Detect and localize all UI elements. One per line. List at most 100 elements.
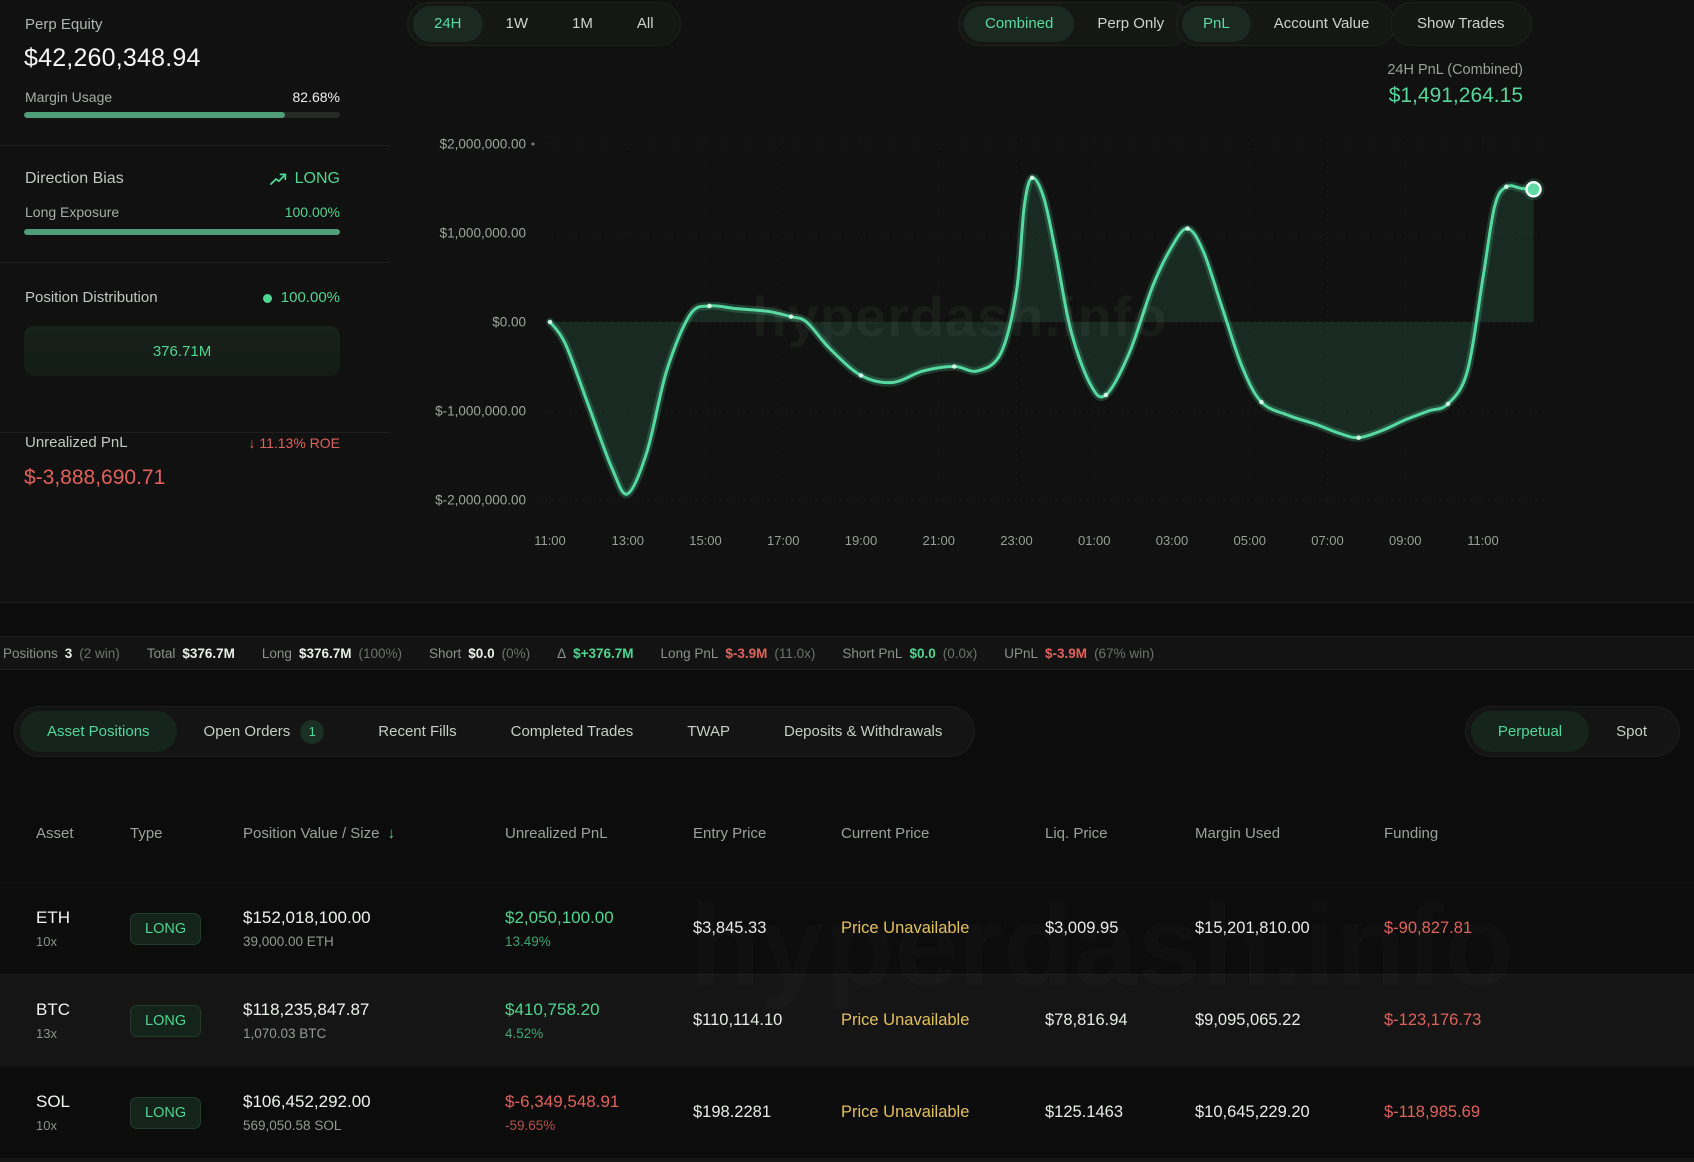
y-axis-tick: $-2,000,000.00 (435, 493, 526, 508)
section-tabs: Asset Positions Open Orders 1 Recent Fills C… (14, 706, 976, 757)
liq-price: $78,816.94 (1045, 1011, 1128, 1029)
summary-long: Long $376.7M (100%) (261, 645, 403, 661)
unrealized-pnl: $2,050,100.00 (505, 908, 614, 927)
show-trades-button[interactable]: Show Trades (1417, 15, 1505, 32)
source-combined[interactable]: Combined (964, 6, 1075, 42)
position-row-btc[interactable]: BTC 13x LONG $118,235,847.87 1,070.03 BTC $41… (0, 974, 1694, 1066)
tab-deposits-withdrawals[interactable]: Deposits & Withdrawals (783, 723, 943, 740)
tab-open-orders[interactable]: Open Orders 1 (177, 711, 352, 752)
positions-summary-bar: Positions 3 (2 win) Total $376.7M Long $376.7M… (0, 636, 1694, 670)
col-type[interactable]: Type (130, 824, 163, 842)
pnl-chart-area: 24H 1W 1M All Combined Perp Only PnL Account … (390, 0, 1694, 602)
asset-symbol: BTC (36, 1000, 70, 1019)
perp-equity-value: $42,260,348.94 (24, 44, 201, 72)
summary-positions: Positions 3 (2 win) (3, 645, 120, 661)
x-axis-tick: 09:00 (1389, 533, 1422, 548)
unrealized-pnl-cell: $2,050,100.00 13.49% (505, 908, 693, 949)
open-orders-badge: 1 (300, 719, 325, 744)
unrealized-pnl-pct: 4.52% (505, 1026, 544, 1041)
position-value-cell: $106,452,292.00 569,050.58 SOL (243, 1092, 505, 1133)
long-exposure-fill (24, 229, 340, 235)
asset-symbol: SOL (36, 1092, 71, 1111)
y-axis-tick: $2,000,000.00 (440, 137, 526, 152)
source-perp-only[interactable]: Perp Only (1097, 15, 1165, 32)
position-value: $152,018,100.00 (243, 908, 371, 927)
type-cell: LONG (130, 912, 243, 945)
col-liq-price[interactable]: Liq. Price (1045, 824, 1108, 842)
y-axis-tick: $0.00 (492, 315, 526, 330)
x-axis-tick: 21:00 (922, 533, 955, 548)
market-perpetual[interactable]: Perpetual (1470, 711, 1590, 752)
pnl-header-label: 24H PnL (Combined) (1387, 62, 1523, 78)
position-value: $106,452,292.00 (243, 1092, 371, 1111)
margin-usage-bar (24, 112, 340, 118)
direction-bias-label: Direction Bias (25, 170, 124, 187)
col-entry-price[interactable]: Entry Price (693, 824, 767, 842)
tab-recent-fills[interactable]: Recent Fills (378, 723, 457, 740)
margin-used: $15,201,810.00 (1195, 919, 1310, 937)
tab-completed-trades[interactable]: Completed Trades (510, 723, 634, 740)
x-axis-tick: 11:00 (1467, 533, 1499, 548)
x-axis-tick: 07:00 (1311, 533, 1344, 548)
market-spot[interactable]: Spot (1616, 723, 1647, 740)
margin-usage-value: 82.68% (292, 89, 340, 105)
unrealized-pnl-pct: 13.49% (505, 934, 551, 949)
metric-pnl[interactable]: PnL (1182, 6, 1251, 42)
range-24h[interactable]: 24H (413, 6, 483, 42)
margin-used: $9,095,065.22 (1195, 1011, 1301, 1029)
long-exposure-value: 100.00% (284, 204, 340, 220)
asset-cell: ETH 10x (36, 908, 130, 949)
next-row-strip (0, 1158, 1694, 1162)
col-margin-used[interactable]: Margin Used (1195, 824, 1281, 842)
metric-account-value[interactable]: Account Value (1273, 15, 1370, 32)
asset-leverage: 10x (36, 1118, 57, 1133)
unrealized-pnl-label: Unrealized PnL (25, 434, 128, 451)
market-toggle: Perpetual Spot (1464, 706, 1680, 757)
col-current-price[interactable]: Current Price (841, 824, 930, 842)
entry-price: $198.2281 (693, 1103, 771, 1121)
divider (0, 145, 390, 146)
asset-leverage: 13x (36, 1026, 57, 1041)
position-row-sol[interactable]: SOL 10x LONG $106,452,292.00 569,050.58 SOL $… (0, 1066, 1694, 1158)
long-badge: LONG (130, 1004, 202, 1037)
tab-asset-positions[interactable]: Asset Positions (20, 711, 177, 752)
trending-up-icon (269, 173, 286, 185)
unrealized-pnl-value: $-3,888,690.71 (24, 466, 166, 489)
current-price: Price Unavailable (841, 1103, 970, 1121)
position-distribution-value: 100.00% (262, 289, 340, 306)
table-header-row: Asset Type Position Value / Size ↓ Unrealize… (0, 810, 1694, 856)
pnl-header-value: $1,491,264.15 (1388, 84, 1523, 107)
metric-toggle-group: PnL Account Value (1176, 2, 1397, 46)
position-row-eth[interactable]: ETH 10x LONG $152,018,100.00 39,000.00 ETH $2… (0, 882, 1694, 974)
pnl-line-chart[interactable]: $2,000,000.00 $1,000,000.00 $0.00 $-1,000,0… (390, 0, 1694, 602)
col-unrealized-pnl[interactable]: Unrealized PnL (505, 824, 608, 842)
x-axis-tick: 15:00 (689, 533, 722, 548)
col-asset[interactable]: Asset (36, 824, 74, 842)
funding: $-90,827.81 (1384, 919, 1473, 937)
range-all[interactable]: All (636, 15, 654, 32)
entry-price: $3,845.33 (693, 919, 767, 937)
funding: $-118,985.69 (1384, 1103, 1481, 1121)
current-price: Price Unavailable (841, 919, 970, 937)
summary-: Δ $+376.7M (557, 645, 634, 661)
col-funding[interactable]: Funding (1384, 824, 1439, 842)
margin-usage-fill (24, 112, 286, 118)
range-1m[interactable]: 1M (572, 15, 593, 32)
summary-total: Total $376.7M (146, 645, 235, 661)
tab-twap[interactable]: TWAP (687, 723, 730, 740)
range-1w[interactable]: 1W (505, 15, 529, 32)
position-value: $118,235,847.87 (243, 1000, 370, 1019)
type-cell: LONG (130, 1004, 243, 1037)
roe-value: ↓ 11.13% ROE (248, 434, 340, 451)
positions-table: Asset Type Position Value / Size ↓ Unrealize… (0, 810, 1694, 1158)
unrealized-pnl-cell: $410,758.20 4.52% (505, 1000, 693, 1041)
long-badge: LONG (130, 1096, 202, 1129)
margin-usage-label: Margin Usage (25, 89, 113, 105)
x-axis-tick: 05:00 (1233, 533, 1266, 548)
col-position-value-size[interactable]: Position Value / Size ↓ (243, 824, 395, 842)
position-value-cell: $118,235,847.87 1,070.03 BTC (243, 1000, 505, 1041)
summary-short-pnl: Short PnL $0.0 (0.0x) (842, 645, 978, 661)
x-axis-tick: 01:00 (1078, 533, 1111, 548)
liq-price: $3,009.95 (1045, 919, 1119, 937)
